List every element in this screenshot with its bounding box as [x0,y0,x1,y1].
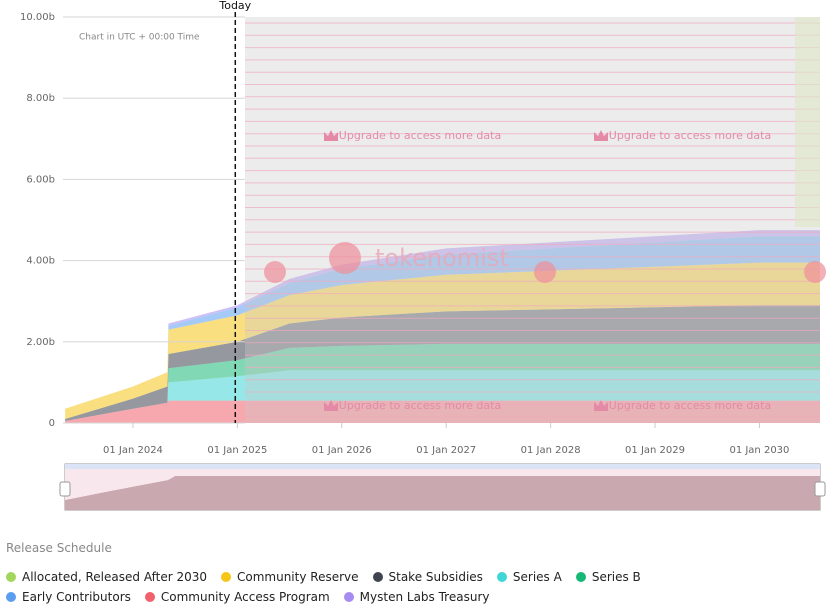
legend-title: Release Schedule [6,541,112,555]
legend: Allocated, Released After 2030 Community … [6,570,751,604]
legend-label: Community Access Program [160,590,330,604]
navigator-bg [65,469,820,500]
legend-swatch [496,572,507,582]
y-tick-label: 2.00b [26,337,55,348]
legend-swatch [144,592,155,602]
watermark: tokenomist [375,244,509,272]
x-tick-label: 01 Jan 2025 [207,445,267,456]
locked-edge [795,17,820,227]
x-tick-label: 01 Jan 2029 [625,445,685,456]
legend-label: Series B [591,570,641,584]
x-tick-label: 01 Jan 2026 [312,445,372,456]
legend-swatch [343,592,354,602]
area [65,343,821,421]
legend-item[interactable]: Mysten Labs Treasury [343,590,490,604]
legend-item[interactable]: Community Reserve [221,570,359,584]
area [65,370,821,421]
legend-swatch [221,572,231,582]
logo-mark [804,261,826,283]
chart-note: Chart in UTC + 00:00 Time [79,33,200,43]
upgrade-label: Upgrade to access more data [339,399,501,412]
grid [63,16,245,424]
upgrade-label: Upgrade to access more data [609,129,771,142]
legend-item[interactable]: Allocated, Released After 2030 [6,570,207,584]
locked-overlay: Upgrade to access more data Upgrade to ac… [245,17,826,423]
chart: Upgrade to access more data Upgrade to ac… [20,0,826,511]
logo-mark [264,261,286,283]
y-tick-label: 8.00b [26,93,55,104]
crown-icon [594,130,608,141]
navigator-band [65,464,820,469]
legend-swatch [372,572,383,582]
legend-item[interactable]: Series B [575,570,641,584]
logo-mark [329,242,361,274]
y-tick-label: 0 [49,418,55,429]
legend-item[interactable]: Community Access Program [144,590,330,604]
x-tick-label: 01 Jan 2027 [416,445,476,456]
area [65,262,821,419]
area [65,400,821,423]
crown-icon [594,400,608,411]
navigator-handle[interactable] [814,481,826,497]
legend-item[interactable]: Early Contributors [6,590,131,604]
x-tick-label: 01 Jan 2030 [729,445,789,456]
x-tick-label: 01 Jan 2028 [521,445,581,456]
legend-label: Mysten Labs Treasury [359,590,490,604]
areas [65,230,821,423]
legend-label: Stake Subsidies [388,570,483,584]
legend-swatch [6,572,16,582]
navigator-area [65,476,820,510]
legend-item[interactable]: Stake Subsidies [372,570,483,584]
crown-icon [324,400,338,411]
legend-swatch [6,592,16,602]
upgrade-label: Upgrade to access more data [609,399,771,412]
upgrade-label: Upgrade to access more data [339,129,501,142]
y-tick-label: 6.00b [26,174,55,185]
legend-label: Allocated, Released After 2030 [22,570,207,584]
y-tick-label: 10.00b [20,12,55,23]
legend-item[interactable]: Series A [496,570,562,584]
legend-swatch [575,572,586,582]
y-tick-label: 4.00b [26,256,55,267]
legend-label: Series A [512,570,562,584]
legend-label: Early Contributors [22,590,131,604]
crown-icon [324,130,338,141]
area [65,305,821,421]
navigator-handle[interactable] [59,481,71,497]
area [65,236,821,409]
today-label: Today [218,0,251,12]
legend-label: Community Reserve [237,570,359,584]
logo-mark [534,261,556,283]
x-tick-label: 01 Jan 2024 [103,445,163,456]
navigator [59,463,826,511]
